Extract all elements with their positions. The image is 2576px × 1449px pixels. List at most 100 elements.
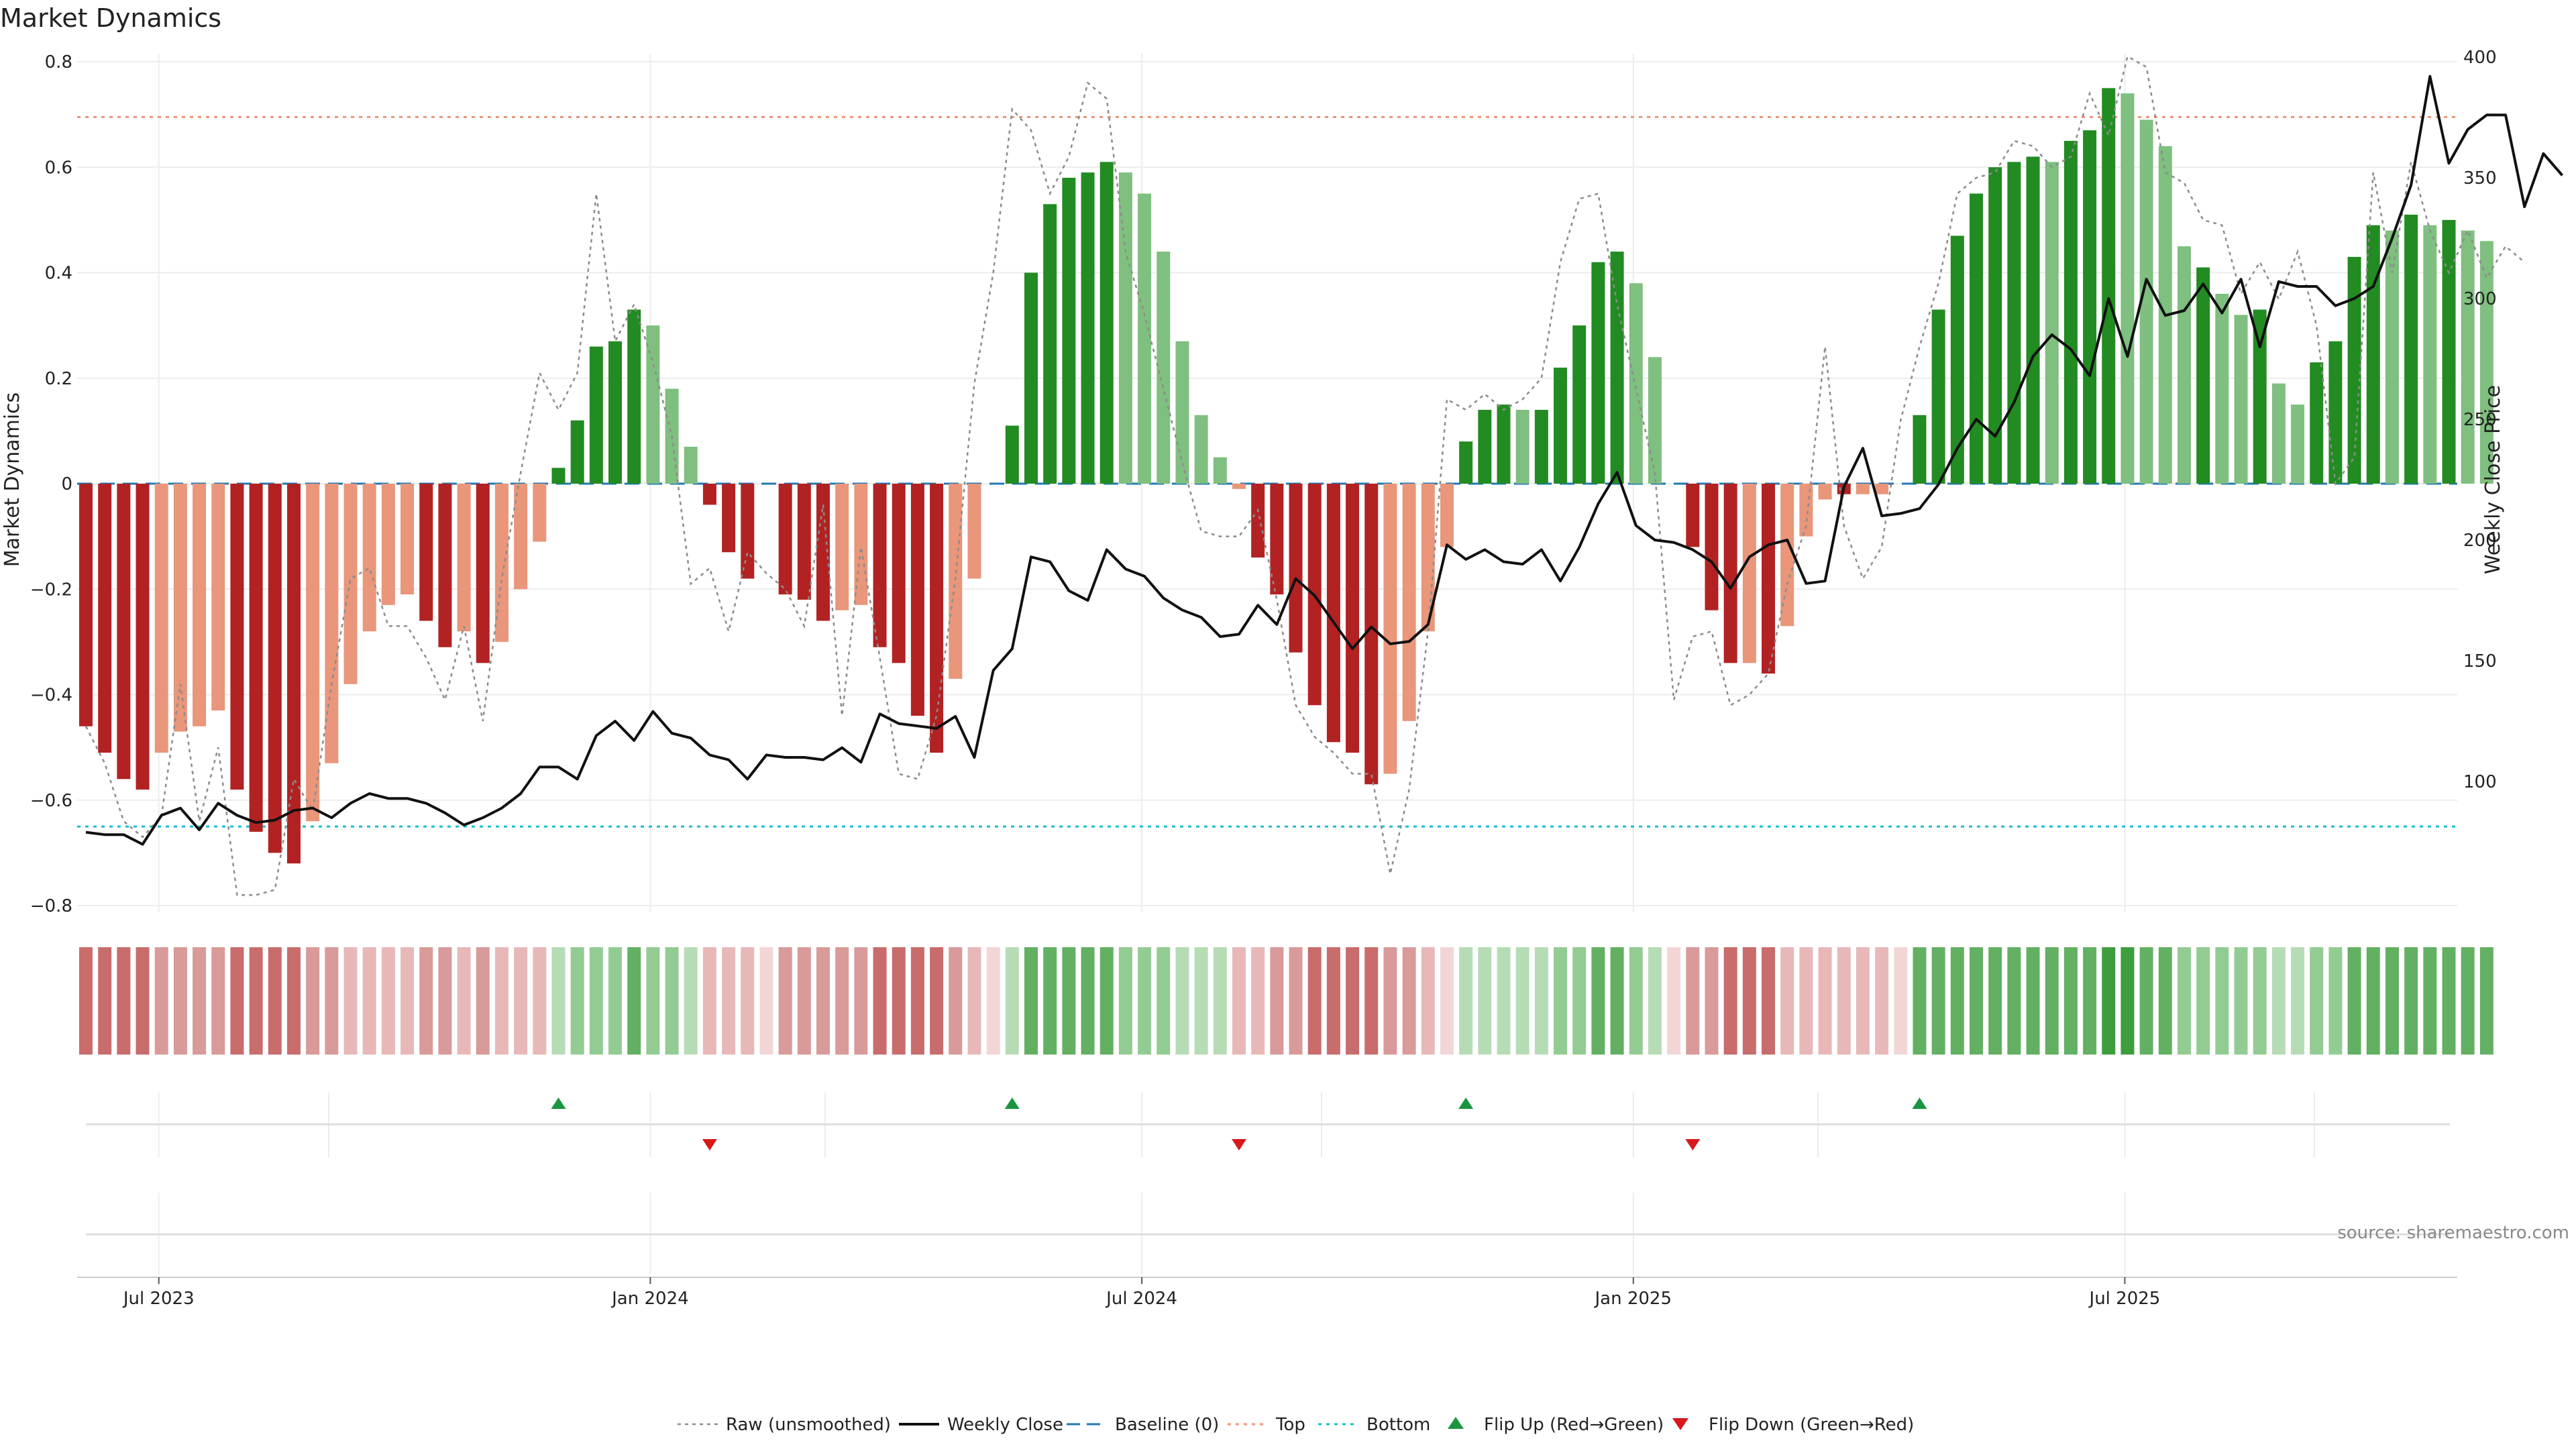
regime-cell (1894, 947, 1908, 1055)
flip-markers-panel (86, 1092, 2450, 1157)
regime-cell (2234, 947, 2248, 1055)
regime-cell (778, 947, 792, 1055)
dynamics-bar (1326, 484, 1340, 743)
x-axis: Jul 2023 Jan 2024 Jul 2024 Jan 2025 Jul 2025 (77, 1277, 2457, 1309)
regime-cell (627, 947, 641, 1055)
dynamics-bar (1232, 484, 1246, 489)
regime-cell (193, 947, 207, 1055)
regime-cell (1837, 947, 1851, 1055)
dynamics-bar (1988, 167, 2002, 484)
legend-flip-up-icon (1448, 1417, 1464, 1429)
regime-cell (1799, 947, 1813, 1055)
regime-cell (362, 947, 376, 1055)
regime-cell (154, 947, 168, 1055)
dynamics-bar (2215, 293, 2229, 484)
flip-down-marker (1231, 1139, 1246, 1150)
dynamics-bar (2291, 405, 2305, 484)
dynamics-bar (419, 484, 433, 621)
dynamics-bar (1723, 484, 1737, 663)
dynamics-bar (1931, 309, 1945, 484)
dynamics-bar (98, 484, 112, 753)
left-tick-label: −0.4 (30, 686, 72, 706)
regime-cell (2158, 947, 2172, 1055)
regime-cell (400, 947, 415, 1055)
dynamics-bar (286, 484, 301, 864)
flip-up-marker (1912, 1097, 1927, 1109)
regime-cell (268, 947, 282, 1055)
regime-cell (1062, 947, 1076, 1055)
regime-cell (1043, 947, 1057, 1055)
dynamics-bar (702, 484, 716, 505)
flip-up-marker (1458, 1097, 1474, 1109)
right-tick-label: 300 (2463, 289, 2497, 309)
dynamics-bar (1913, 415, 1927, 484)
legend-label: Bottom (1366, 1415, 1430, 1435)
legend-item: Weekly Close (899, 1415, 1063, 1435)
regime-cell (2215, 947, 2229, 1055)
regime-cell (759, 947, 773, 1055)
regime-cell (2328, 947, 2343, 1055)
regime-cell (2271, 947, 2286, 1055)
dynamics-bar (2461, 230, 2475, 484)
dynamics-bar (1856, 484, 1870, 494)
dynamics-bar (1762, 484, 1776, 674)
dynamics-bar (2310, 362, 2324, 484)
regime-cell (230, 947, 244, 1055)
dynamics-bar (1251, 484, 1265, 558)
legend-item: Top (1228, 1415, 1305, 1435)
dynamics-bar (2234, 315, 2248, 484)
regime-cell (2461, 947, 2475, 1055)
regime-cell (1251, 947, 1265, 1055)
dynamics-bar (1818, 484, 1832, 500)
dynamics-bar (2007, 162, 2021, 484)
regime-cell (1648, 947, 1662, 1055)
empty-panel (86, 1193, 2450, 1275)
dynamics-bar (741, 484, 755, 579)
regime-cell (2045, 947, 2059, 1055)
dynamics-bar (1005, 425, 1019, 484)
dynamics-bar (533, 484, 547, 542)
regime-cell (457, 947, 471, 1055)
dynamics-bar (608, 341, 623, 484)
regime-cell (173, 947, 187, 1055)
regime-cell (2442, 947, 2456, 1055)
dynamics-bar (570, 420, 584, 484)
regime-cell (1970, 947, 1983, 1055)
x-tick-label: Jan 2025 (1594, 1289, 1672, 1309)
regime-cell (2423, 947, 2437, 1055)
dynamics-bar (1591, 262, 1605, 484)
dynamics-bar (778, 484, 792, 595)
dynamics-bar (136, 484, 150, 790)
dynamics-bar (2385, 230, 2399, 484)
dynamics-bar (1780, 484, 1794, 627)
dynamics-bar (1043, 204, 1057, 484)
regime-cell (2177, 947, 2191, 1055)
regime-cell (1762, 947, 1776, 1055)
dynamics-bar (2102, 88, 2116, 484)
regime-cell (1383, 947, 1397, 1055)
dynamics-bar (268, 484, 282, 853)
dynamics-bar (627, 309, 641, 484)
left-tick-label: −0.8 (30, 896, 72, 916)
regime-cell (1118, 947, 1132, 1055)
dynamics-bar (1289, 484, 1303, 653)
regime-cell (1723, 947, 1737, 1055)
dynamics-bar (2423, 225, 2437, 484)
regime-cell (1554, 947, 1568, 1055)
regime-cell (854, 947, 868, 1055)
regime-cell (419, 947, 433, 1055)
dynamics-bar (1686, 484, 1700, 547)
regime-cell (1497, 947, 1511, 1055)
dynamics-bar (1099, 162, 1114, 484)
dynamics-bar (325, 484, 339, 763)
source-label: source: sharemaestro.com (2337, 1223, 2569, 1243)
regime-cell (2007, 947, 2021, 1055)
regime-strip (79, 947, 2493, 1055)
legend-item: Raw (unsmoothed) (678, 1415, 891, 1435)
regime-cell (2026, 947, 2040, 1055)
dynamics-bar (722, 484, 736, 553)
regime-cell (2253, 947, 2267, 1055)
dynamics-bar (249, 484, 263, 832)
dynamics-bar (1175, 341, 1189, 484)
left-tick-label: 0.2 (45, 369, 72, 389)
